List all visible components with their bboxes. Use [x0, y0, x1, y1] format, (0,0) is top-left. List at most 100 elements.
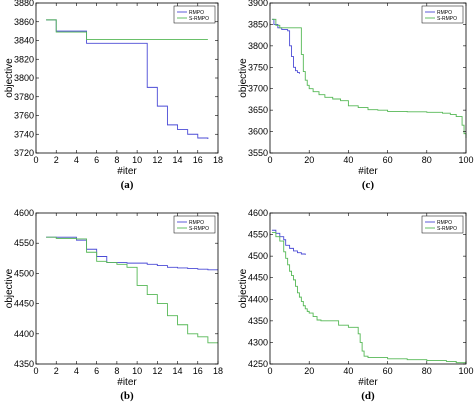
- y-tick-label: 4350: [14, 359, 34, 369]
- y-tick-label: 3650: [248, 105, 268, 115]
- y-axis-label: objective: [238, 268, 249, 308]
- y-tick-label: 4550: [14, 238, 34, 248]
- y-tick-label: 3780: [14, 92, 34, 102]
- x-tick-label: 10: [132, 155, 142, 165]
- legend-entry-1: S-RMPO: [189, 226, 209, 232]
- legend-entry-0: RMPO: [189, 10, 204, 16]
- legend-entry-0: RMPO: [437, 220, 452, 226]
- x-tick-label: 100: [458, 366, 473, 376]
- x-tick-label: 2: [54, 155, 59, 165]
- y-tick-label: 3760: [14, 111, 34, 121]
- legend-box: [173, 5, 216, 24]
- x-tick-label: 12: [152, 155, 162, 165]
- y-axis-label: objective: [4, 268, 15, 308]
- x-tick-label: 10: [132, 366, 142, 376]
- plot-frame: [35, 2, 219, 154]
- chart-panel-0: 0 2 4 6 8 10 12 14 16 18 3720 3740 3760 3780 3800 3820 3…: [4, 0, 223, 191]
- x-axis-label: #iter: [117, 166, 137, 177]
- x-tick-label: 0: [267, 155, 272, 165]
- x-tick-label: 40: [343, 155, 353, 165]
- legend-entry-1: S-RMPO: [437, 226, 457, 232]
- y-tick-label: 3900: [248, 0, 268, 8]
- x-tick-label: 18: [213, 155, 223, 165]
- series-line-0: [46, 19, 209, 139]
- x-tick-label: 20: [304, 155, 314, 165]
- y-tick-label: 4500: [14, 268, 34, 278]
- x-tick-label: 6: [94, 155, 99, 165]
- y-tick-label: 3860: [14, 17, 34, 27]
- y-tick-label: 3840: [14, 36, 34, 46]
- y-tick-label: 3700: [248, 84, 268, 94]
- y-tick-label: 4450: [14, 299, 34, 309]
- x-axis-label: #iter: [358, 166, 378, 177]
- x-tick-label: 18: [213, 366, 223, 376]
- chart-panel-1: 0 20 40 60 80 100 3550 3600 3650 3700 3750 3800 3850…: [238, 0, 474, 191]
- x-tick-label: 14: [173, 155, 183, 165]
- series-line-1: [271, 18, 467, 138]
- legend-entry-0: RMPO: [437, 10, 452, 16]
- y-axis-label: objective: [238, 58, 249, 98]
- x-tick-label: 4: [74, 155, 79, 165]
- y-tick-label: 4350: [248, 316, 268, 326]
- series-line-1: [46, 236, 218, 344]
- x-tick-label: 80: [422, 155, 432, 165]
- x-tick-label: 16: [193, 155, 203, 165]
- x-tick-label: 4: [74, 366, 79, 376]
- x-tick-label: 0: [33, 155, 38, 165]
- y-tick-label: 3880: [14, 0, 34, 8]
- y-tick-label: 3850: [248, 19, 268, 29]
- y-tick-label: 3800: [248, 41, 268, 51]
- y-tick-label: 4500: [248, 251, 268, 261]
- y-tick-label: 4450: [248, 273, 268, 283]
- plot-frame: [269, 2, 467, 154]
- x-tick-label: 8: [114, 366, 119, 376]
- series-line-0: [271, 229, 306, 255]
- y-tick-label: 3750: [248, 62, 268, 72]
- x-tick-label: 0: [33, 366, 38, 376]
- legend-entry-1: S-RMPO: [437, 16, 457, 22]
- x-tick-label: 60: [383, 155, 393, 165]
- y-tick-label: 4400: [14, 329, 34, 339]
- y-tick-label: 3550: [248, 148, 268, 158]
- x-tick-label: 0: [267, 366, 272, 376]
- y-tick-label: 3740: [14, 129, 34, 139]
- legend-box: [421, 215, 464, 234]
- x-axis-label: #iter: [358, 377, 378, 388]
- legend-box: [173, 215, 216, 234]
- x-tick-label: 40: [343, 366, 353, 376]
- panel-label: (a): [121, 179, 134, 191]
- y-tick-label: 4250: [248, 359, 268, 369]
- plot-frame: [269, 212, 467, 365]
- x-tick-label: 6: [94, 366, 99, 376]
- y-tick-label: 4400: [248, 294, 268, 304]
- chart-panel-2: 0 2 4 6 8 10 12 14 16 18 4350 4400 4450 4500 4550 4600 #…: [4, 208, 223, 402]
- chart-panel-3: 0 20 40 60 80 100 4250 4300 4350 4400 4450 4500 4550…: [238, 208, 474, 402]
- x-tick-label: 8: [114, 155, 119, 165]
- legend-entry-1: S-RMPO: [189, 16, 209, 22]
- y-tick-label: 3720: [14, 148, 34, 158]
- x-tick-label: 2: [54, 366, 59, 376]
- panel-label: (c): [362, 179, 375, 191]
- legend-entry-0: RMPO: [189, 220, 204, 226]
- y-tick-label: 3800: [14, 73, 34, 83]
- x-tick-label: 100: [458, 155, 473, 165]
- y-tick-label: 4600: [14, 208, 34, 218]
- y-tick-label: 3820: [14, 54, 34, 64]
- x-axis-label: #iter: [117, 377, 137, 388]
- y-tick-label: 4300: [248, 337, 268, 347]
- legend-box: [421, 5, 464, 24]
- y-tick-label: 4550: [248, 230, 268, 240]
- y-tick-label: 4600: [248, 208, 268, 218]
- x-tick-label: 60: [383, 366, 393, 376]
- y-axis-label: objective: [4, 58, 15, 98]
- x-tick-label: 80: [422, 366, 432, 376]
- x-tick-label: 16: [193, 366, 203, 376]
- x-tick-label: 20: [304, 366, 314, 376]
- panel-label: (b): [120, 390, 134, 402]
- y-tick-label: 3600: [248, 127, 268, 137]
- plot-frame: [35, 212, 219, 365]
